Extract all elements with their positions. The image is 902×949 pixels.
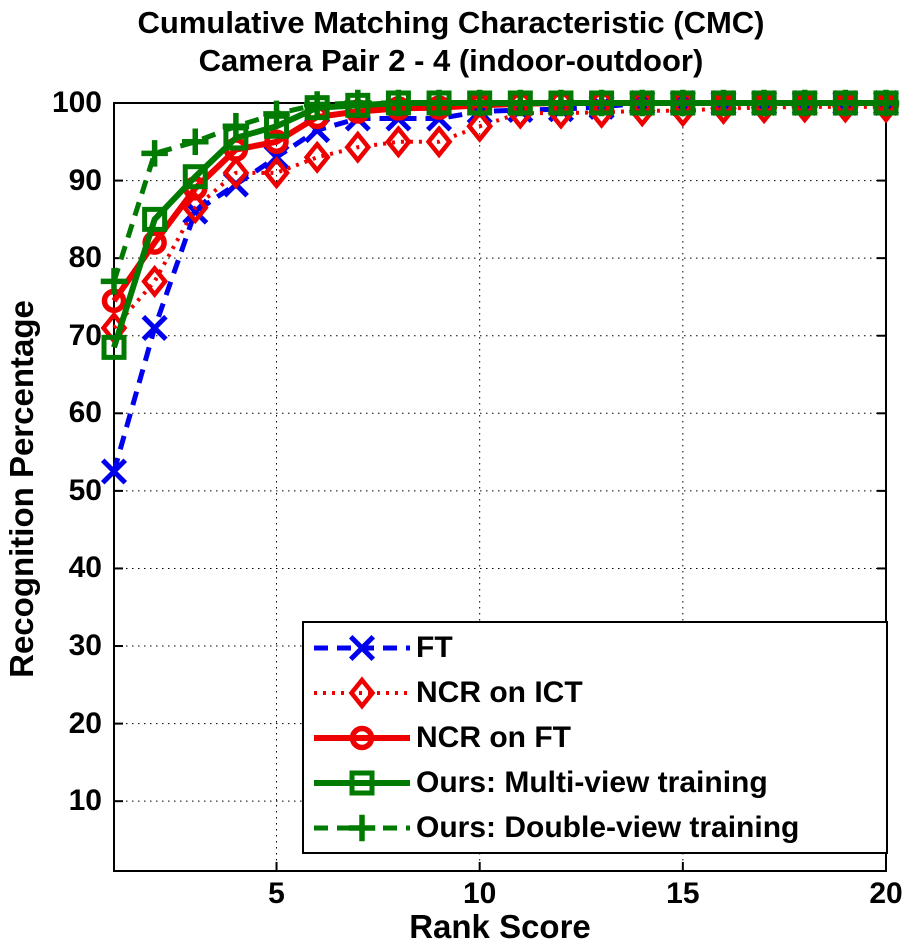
y-tick-label: 30 bbox=[68, 629, 102, 663]
legend-label: Ours: Double-view training bbox=[416, 810, 800, 844]
y-tick-label: 90 bbox=[68, 163, 102, 197]
plus-markers bbox=[100, 89, 900, 295]
legend-line-sample bbox=[314, 770, 410, 795]
y-tick-label: 60 bbox=[68, 396, 102, 430]
legend-item: Ours: Multi-view training bbox=[312, 762, 886, 804]
legend-item: FT bbox=[312, 627, 886, 669]
legend-line-sample bbox=[314, 634, 410, 661]
legend-label: NCR on FT bbox=[416, 720, 571, 754]
y-tick-label: 80 bbox=[68, 241, 102, 275]
legend: FT NCR on ICT NCR on FT Ours: Multi-view tr… bbox=[302, 621, 888, 854]
legend-item: NCR on ICT bbox=[312, 672, 886, 714]
y-tick-label: 50 bbox=[68, 473, 102, 507]
series-ncr-on-ict bbox=[100, 90, 900, 345]
diamond-markers bbox=[100, 90, 900, 345]
x-tick-label: 10 bbox=[462, 877, 497, 910]
series-ours-double-view-training bbox=[100, 89, 900, 295]
y-tick-label: 100 bbox=[51, 86, 102, 119]
legend-line-sample bbox=[314, 814, 410, 841]
x-tick-label: 20 bbox=[869, 877, 902, 910]
y-tick-label: 20 bbox=[68, 706, 102, 740]
series-ours-multi-view-training bbox=[101, 90, 899, 360]
y-tick-label: 70 bbox=[68, 318, 102, 352]
x-tick-label: 5 bbox=[268, 877, 285, 910]
y-tick-label: 40 bbox=[68, 551, 102, 585]
y-tick-label: 10 bbox=[68, 784, 102, 818]
x-tick-label: 15 bbox=[666, 877, 700, 910]
square-markers bbox=[101, 90, 899, 360]
x-axis-label: Rank Score bbox=[409, 908, 591, 945]
legend-line-sample bbox=[314, 675, 410, 710]
chart-title: Cumulative Matching Characteristic (CMC) bbox=[137, 5, 765, 40]
legend-label: NCR on ICT bbox=[416, 675, 583, 709]
legend-label: Ours: Multi-view training bbox=[416, 765, 768, 799]
legend-item: Ours: Double-view training bbox=[312, 807, 886, 849]
legend-label: FT bbox=[416, 630, 453, 664]
chart-subtitle: Camera Pair 2 - 4 (indoor-outdoor) bbox=[198, 43, 704, 78]
legend-line-sample bbox=[314, 725, 410, 750]
legend-item: NCR on FT bbox=[312, 717, 886, 759]
